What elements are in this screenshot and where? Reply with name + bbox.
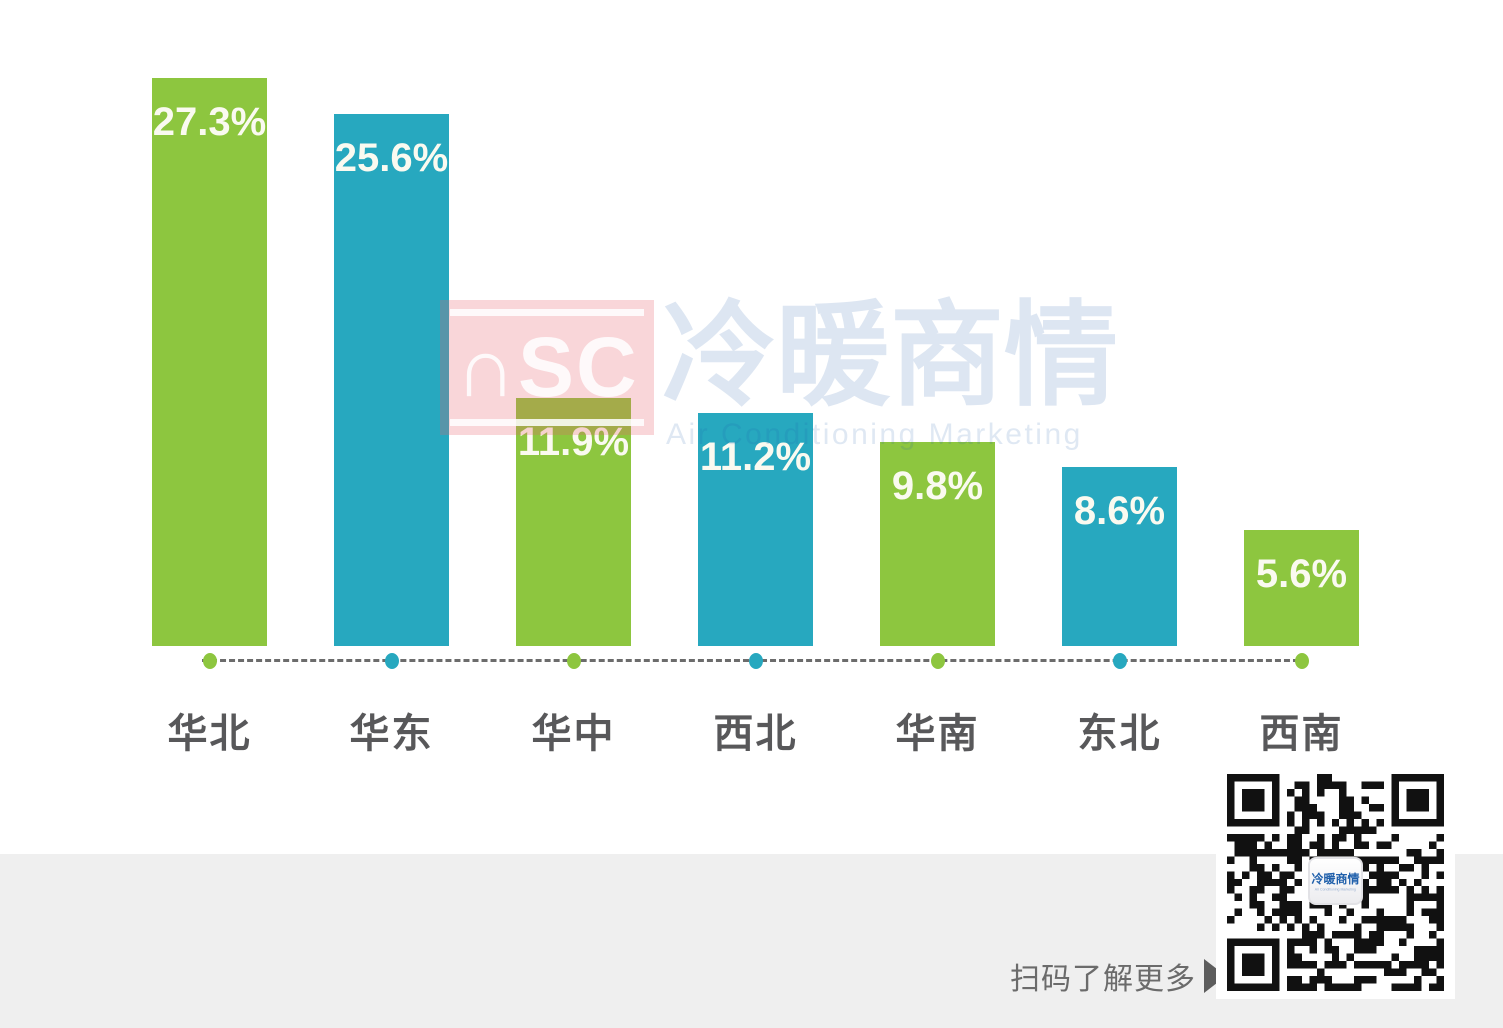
axis-dot — [1112, 653, 1127, 669]
chart-bar: 11.2% — [698, 413, 813, 646]
chart-bar: 25.6% — [334, 114, 449, 646]
axis-dot — [930, 653, 945, 669]
qr-code: 冷暖商情 Air Conditioning Marketing — [1216, 763, 1455, 999]
qr-center-logo: 冷暖商情 Air Conditioning Marketing — [1308, 857, 1363, 905]
qr-center-logo-sublabel: Air Conditioning Marketing — [1314, 887, 1357, 892]
axis-dot — [202, 653, 217, 669]
axis-dot — [748, 653, 763, 669]
bar-value-label: 25.6% — [334, 136, 449, 180]
x-axis-label: 西南 — [1259, 712, 1344, 756]
x-axis-label: 华南 — [895, 712, 980, 756]
scan-prompt: 扫码了解更多 — [1010, 954, 1226, 998]
chart-bar: 11.9% — [516, 398, 631, 646]
bar-value-label: 11.2% — [699, 435, 812, 479]
x-axis-label: 华东 — [349, 712, 434, 756]
x-axis-label: 西北 — [713, 712, 798, 756]
axis-dot — [1294, 653, 1309, 669]
bar-value-label: 9.8% — [891, 464, 984, 508]
axis-dot — [566, 653, 581, 669]
x-axis-label: 华中 — [531, 712, 616, 756]
x-axis-label: 华北 — [167, 712, 252, 756]
bar-value-label: 11.9% — [517, 420, 630, 464]
chart-bar: 5.6% — [1244, 530, 1359, 646]
x-axis-label: 东北 — [1077, 712, 1162, 756]
chart-bar: 9.8% — [880, 442, 995, 646]
bar-value-label: 5.6% — [1255, 552, 1348, 596]
axis-dot — [384, 653, 399, 669]
bar-value-label: 8.6% — [1073, 489, 1166, 533]
qr-center-logo-label: 冷暖商情 — [1311, 871, 1360, 886]
scan-prompt-text: 扫码了解更多 — [1010, 963, 1196, 996]
bar-value-label: 27.3% — [152, 100, 267, 144]
chart-bar: 27.3% — [152, 78, 267, 646]
chart-bar: 8.6% — [1062, 467, 1177, 646]
qr-code-pattern — [1227, 774, 1444, 991]
